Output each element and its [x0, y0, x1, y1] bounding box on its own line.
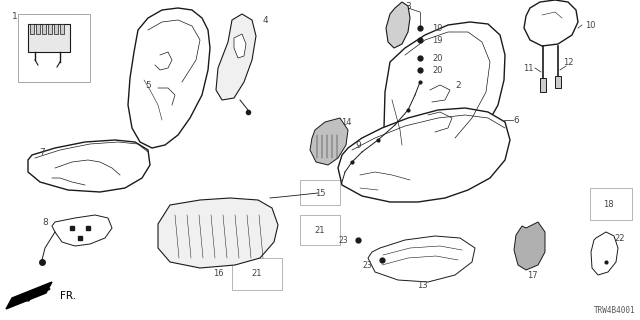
- Bar: [60, 24, 64, 34]
- Bar: [36, 24, 40, 34]
- Polygon shape: [216, 14, 256, 100]
- Text: 18: 18: [603, 199, 613, 209]
- Polygon shape: [514, 222, 545, 270]
- Polygon shape: [158, 198, 278, 268]
- Text: 4: 4: [262, 15, 268, 25]
- Text: 9: 9: [355, 140, 361, 149]
- Polygon shape: [386, 2, 410, 48]
- Polygon shape: [234, 34, 246, 58]
- Text: 10: 10: [585, 20, 595, 29]
- Text: 19: 19: [432, 36, 442, 44]
- Bar: [30, 24, 34, 34]
- Text: 7: 7: [39, 148, 45, 156]
- Text: 23: 23: [362, 260, 372, 269]
- Text: 1: 1: [12, 12, 18, 20]
- Bar: [430, 68, 482, 103]
- Polygon shape: [591, 232, 618, 275]
- Bar: [540, 78, 546, 92]
- Text: 22: 22: [615, 234, 625, 243]
- Bar: [18, 14, 90, 82]
- Polygon shape: [28, 140, 150, 192]
- Bar: [42, 24, 46, 34]
- Text: 20: 20: [432, 66, 442, 75]
- Polygon shape: [310, 118, 348, 165]
- Polygon shape: [368, 236, 475, 282]
- Text: 11: 11: [523, 63, 533, 73]
- Text: 20: 20: [432, 53, 442, 62]
- Text: 14: 14: [340, 117, 351, 126]
- Text: 15: 15: [315, 188, 325, 197]
- Bar: [54, 24, 58, 34]
- Bar: [300, 215, 340, 245]
- Text: 16: 16: [212, 268, 223, 277]
- Polygon shape: [6, 282, 52, 309]
- Polygon shape: [338, 108, 510, 202]
- Text: 13: 13: [417, 282, 428, 291]
- Bar: [590, 188, 632, 220]
- Text: 3: 3: [405, 2, 411, 11]
- Polygon shape: [524, 0, 578, 46]
- Text: 17: 17: [527, 270, 538, 279]
- Bar: [555, 76, 561, 88]
- Bar: [300, 180, 340, 205]
- Text: 19: 19: [432, 23, 442, 33]
- Polygon shape: [128, 8, 210, 148]
- Text: 21: 21: [315, 226, 325, 235]
- Text: 12: 12: [563, 58, 573, 67]
- Text: 5: 5: [145, 81, 151, 90]
- Text: 23: 23: [339, 236, 348, 244]
- Bar: [28, 24, 70, 52]
- Text: 21: 21: [252, 269, 262, 278]
- Text: 6: 6: [513, 116, 519, 124]
- Bar: [232, 258, 282, 290]
- Polygon shape: [52, 215, 112, 246]
- Text: 2: 2: [455, 81, 461, 90]
- Text: TRW4B4001: TRW4B4001: [593, 306, 635, 315]
- Polygon shape: [384, 22, 505, 178]
- Text: FR.: FR.: [60, 291, 76, 301]
- Text: 8: 8: [42, 218, 48, 227]
- Bar: [48, 24, 52, 34]
